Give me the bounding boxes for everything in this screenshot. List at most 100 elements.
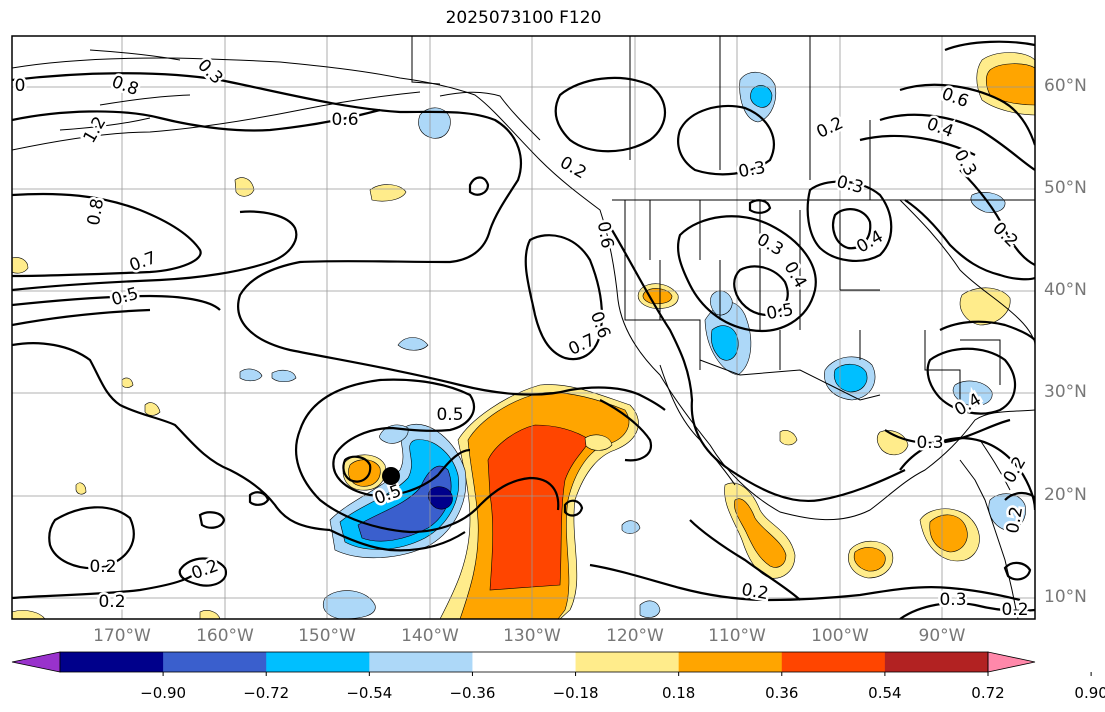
colorbar: [11, 651, 1092, 676]
contour-label-halo: 0.2: [89, 557, 116, 577]
contour-line: [904, 199, 1035, 281]
contour-label: 0.3: [753, 230, 786, 261]
positive-anomaly-region: [487, 424, 591, 591]
colorbar-segment: [884, 652, 989, 672]
contour-line: [12, 308, 151, 327]
colorbar-tick-label: 0.72: [971, 684, 1005, 702]
contour-line: [944, 40, 1035, 52]
longitude-label: 100°W: [811, 626, 869, 646]
contour-line: [611, 229, 906, 502]
negative-anomaly-region: [239, 368, 263, 382]
contour-label-halo: 0.3: [939, 590, 966, 610]
positive-anomaly-region: [121, 377, 134, 388]
positive-anomaly-region: [199, 610, 221, 619]
contour-label: 0.3: [834, 172, 865, 198]
contour-line: [831, 208, 872, 250]
latitude-label: 10°N: [1044, 587, 1087, 607]
contour-line: [1003, 561, 1032, 581]
contour-line: [899, 436, 1035, 511]
contour-label: 0.6: [331, 110, 358, 130]
positive-anomaly-region: [959, 287, 1011, 326]
colorbar-segment: [678, 652, 783, 672]
contour-label: 0.3: [193, 55, 226, 88]
negative-anomaly-region: [418, 107, 451, 139]
colorbar-tick-label: −0.72: [243, 684, 290, 702]
contour-label: 0.5: [109, 284, 140, 310]
negative-anomaly-region: [357, 465, 452, 542]
positive-anomaly-region: [985, 63, 1035, 106]
latitude-label: 50°N: [1044, 178, 1087, 198]
contour-line: [676, 215, 817, 333]
longitude-label: 160°W: [196, 626, 254, 646]
storm-center-marker-icon: [382, 467, 400, 485]
contour-line: [12, 72, 666, 411]
negative-anomaly-region: [397, 337, 429, 351]
colorbar-tick-label: 0.90: [1074, 684, 1105, 702]
negative-anomaly-region: [710, 290, 733, 316]
contour-label: 0: [15, 76, 26, 96]
contour-line: [563, 499, 584, 517]
contour-line: [899, 602, 1035, 619]
colorbar-segment: [781, 652, 886, 672]
contour-label-halo: 0.6: [331, 110, 358, 130]
contour-line: [554, 76, 666, 153]
contour-label: 1.2: [80, 113, 111, 146]
contour-line: [12, 569, 201, 600]
positive-anomaly-region: [144, 402, 161, 416]
contour-line: [298, 378, 475, 497]
longitude-label: 120°W: [606, 626, 664, 646]
negative-anomaly-region: [833, 363, 868, 393]
contour-line: [677, 104, 775, 176]
contour-line: [295, 429, 560, 534]
contour-line: [939, 320, 1035, 341]
latitude-label: 20°N: [1044, 485, 1087, 505]
contour-label: 0.2: [1003, 505, 1027, 535]
latitude-label: 60°N: [1044, 76, 1087, 96]
negative-anomaly-region: [428, 486, 453, 510]
contour-label: 0.2: [988, 218, 1021, 251]
contour-lines: [12, 40, 1035, 619]
contour-label: 0.2: [740, 580, 770, 604]
colorbar-extend-low: [11, 651, 61, 673]
positive-anomaly-region: [75, 482, 87, 495]
contour-label: 0.4: [924, 114, 956, 142]
contour-line: [1004, 491, 1035, 501]
contour-line: [589, 563, 1021, 602]
colorbar-tick-label: −0.54: [346, 684, 393, 702]
longitude-label: 130°W: [503, 626, 561, 646]
positive-anomaly-region: [853, 547, 886, 572]
lat-lon-gridlines: [12, 36, 1035, 619]
colorbar-tick-label: −0.18: [552, 684, 599, 702]
colorbar-segment: [163, 652, 267, 672]
latitude-label: 30°N: [1044, 382, 1087, 402]
longitude-label: 110°W: [708, 626, 766, 646]
positive-anomaly-region: [584, 434, 613, 451]
positive-anomaly-region: [12, 610, 46, 619]
contour-label: 0.3: [916, 433, 943, 453]
negative-anomaly-region: [710, 325, 739, 361]
contour-label: 0.3: [939, 590, 966, 610]
contour-line: [959, 169, 1035, 266]
colorbar-extend-high: [987, 651, 1036, 673]
map-frame: [11, 35, 1036, 620]
positive-anomaly-region: [929, 514, 968, 553]
colorbar-tick-label: 0.54: [868, 684, 902, 702]
negative-anomaly-region: [322, 590, 376, 619]
contour-label: 0.2: [1001, 600, 1028, 620]
colorbar-outline: [59, 651, 989, 673]
contour-label: 0.3: [950, 146, 981, 179]
contour-line: [12, 294, 221, 311]
contour-line: [859, 134, 976, 156]
contour-line: [12, 342, 331, 532]
longitude-label: 140°W: [401, 626, 459, 646]
contour-label: 0.2: [814, 113, 847, 143]
contour-line: [899, 83, 1035, 146]
positive-anomaly-region: [369, 184, 407, 202]
contour-line: [12, 108, 381, 132]
positive-anomaly-region: [12, 257, 29, 274]
contour-line: [879, 113, 1035, 171]
colorbar-tick-label: 0.36: [765, 684, 799, 702]
contour-line: [248, 491, 270, 506]
colorbar-segment: [575, 652, 680, 672]
contour-label-halo: 0.5: [436, 405, 463, 425]
